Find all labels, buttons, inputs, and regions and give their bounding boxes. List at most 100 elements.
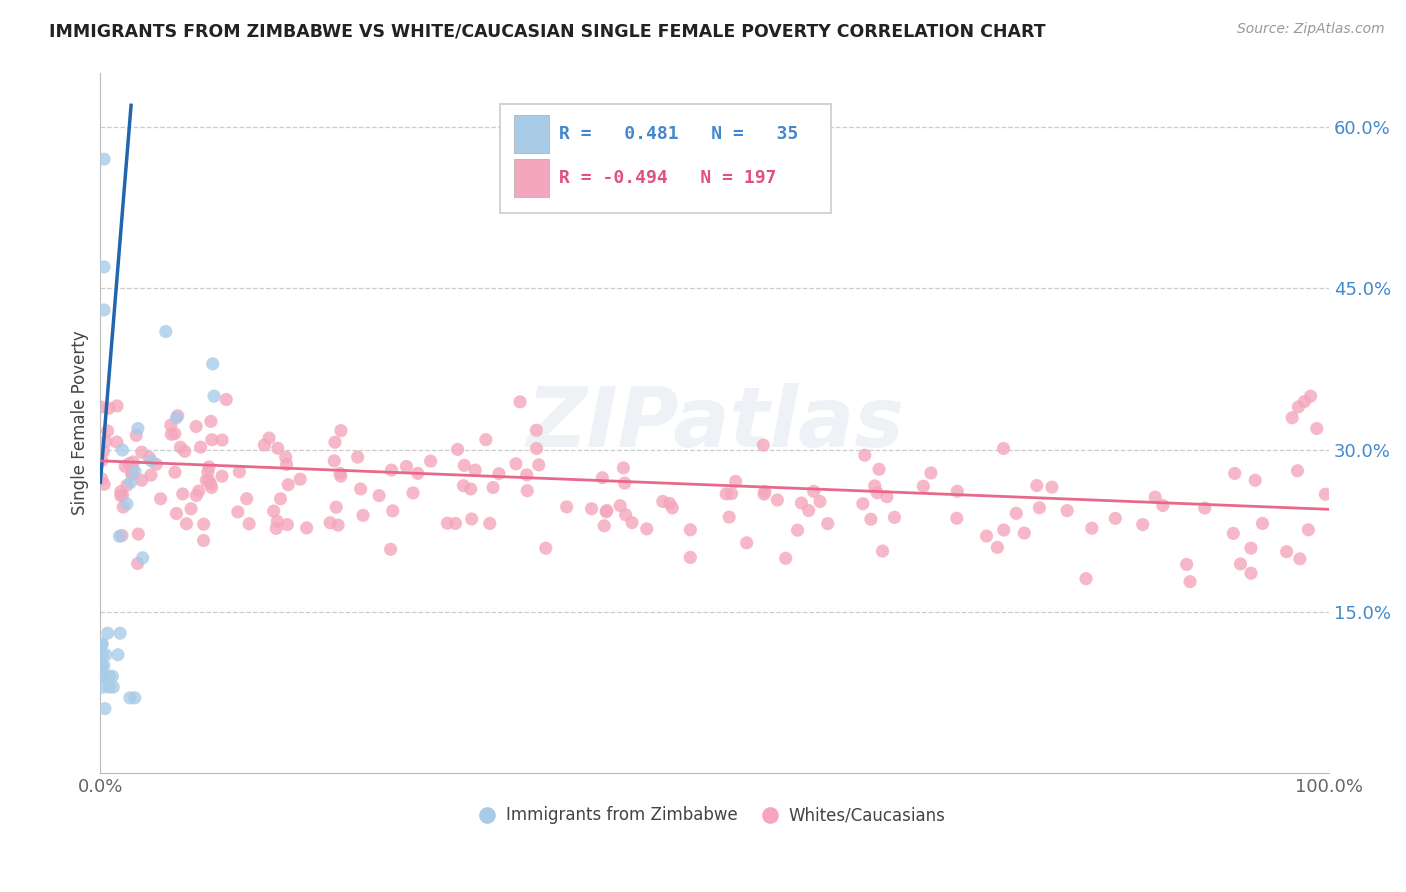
Point <box>96 424 118 438</box>
Y-axis label: Single Female Poverty: Single Female Poverty <box>72 331 89 516</box>
Point <box>920 466 942 480</box>
Point <box>883 510 905 524</box>
Point <box>1014 526 1036 541</box>
Point <box>118 690 141 705</box>
Point <box>380 463 402 477</box>
Point <box>93 477 115 491</box>
Point <box>651 494 673 508</box>
Point <box>614 508 637 522</box>
Point <box>228 465 250 479</box>
Point <box>735 536 758 550</box>
Point <box>165 507 187 521</box>
Point <box>1223 467 1246 481</box>
Point <box>118 457 141 471</box>
Point <box>526 442 548 456</box>
Point <box>1281 410 1303 425</box>
Point <box>176 516 198 531</box>
Bar <box>515 115 548 153</box>
Point <box>163 426 186 441</box>
Point <box>658 496 681 510</box>
Point <box>155 325 177 339</box>
Point <box>90 658 112 673</box>
Point <box>436 516 458 531</box>
Point <box>593 518 616 533</box>
Point <box>775 551 797 566</box>
Point <box>555 500 578 514</box>
Text: Whites/Caucasians: Whites/Caucasians <box>789 806 945 824</box>
Point <box>197 465 219 479</box>
Point <box>488 467 510 481</box>
Point <box>679 523 702 537</box>
Point <box>754 484 776 499</box>
Point <box>516 467 538 482</box>
Point <box>993 523 1015 537</box>
Point <box>269 491 291 506</box>
Point <box>395 459 418 474</box>
Point <box>90 472 112 486</box>
Point <box>1229 557 1251 571</box>
Point <box>264 521 287 535</box>
Point <box>1175 558 1198 572</box>
Point <box>1081 521 1104 535</box>
Point <box>808 494 831 508</box>
Point <box>127 421 149 435</box>
Point <box>464 463 486 477</box>
Point <box>108 626 131 640</box>
Point <box>110 484 132 499</box>
Point <box>290 472 312 486</box>
Point <box>460 512 482 526</box>
Point <box>478 516 501 531</box>
Point <box>197 474 219 488</box>
Point <box>1299 389 1322 403</box>
Point <box>1244 473 1267 487</box>
Point <box>1294 394 1316 409</box>
Point <box>124 690 146 705</box>
Point <box>101 669 124 683</box>
Point <box>122 455 145 469</box>
Point <box>853 448 876 462</box>
Point <box>817 516 839 531</box>
Point <box>98 669 121 683</box>
Point <box>97 626 120 640</box>
Point <box>1289 551 1312 566</box>
Point <box>381 504 404 518</box>
Point <box>257 431 280 445</box>
Point <box>201 433 224 447</box>
Point <box>172 487 194 501</box>
Point <box>165 410 187 425</box>
Point <box>125 428 148 442</box>
Point <box>724 475 747 489</box>
Point <box>613 476 636 491</box>
Point <box>91 658 114 673</box>
Point <box>1005 507 1028 521</box>
Point <box>1315 487 1337 501</box>
Point <box>609 499 631 513</box>
Point <box>852 497 875 511</box>
Point <box>97 401 120 416</box>
Point <box>718 510 741 524</box>
Point <box>1286 400 1309 414</box>
Point <box>115 497 138 511</box>
Point <box>752 438 775 452</box>
Point <box>1040 480 1063 494</box>
Point <box>193 517 215 532</box>
Point <box>159 418 181 433</box>
Point <box>108 529 131 543</box>
Point <box>534 541 557 556</box>
Point <box>295 521 318 535</box>
Point <box>226 505 249 519</box>
Point <box>121 467 143 481</box>
Point <box>186 488 208 502</box>
Point <box>200 476 222 491</box>
Point <box>200 414 222 428</box>
Point <box>127 527 149 541</box>
Point <box>329 469 352 483</box>
Point <box>276 517 298 532</box>
Point <box>482 481 505 495</box>
Point <box>253 438 276 452</box>
Text: R = -0.494   N = 197: R = -0.494 N = 197 <box>558 169 776 187</box>
Text: IMMIGRANTS FROM ZIMBABWE VS WHITE/CAUCASIAN SINGLE FEMALE POVERTY CORRELATION CH: IMMIGRANTS FROM ZIMBABWE VS WHITE/CAUCAS… <box>49 22 1046 40</box>
Point <box>859 512 882 526</box>
Point <box>790 496 813 510</box>
Point <box>93 444 115 458</box>
